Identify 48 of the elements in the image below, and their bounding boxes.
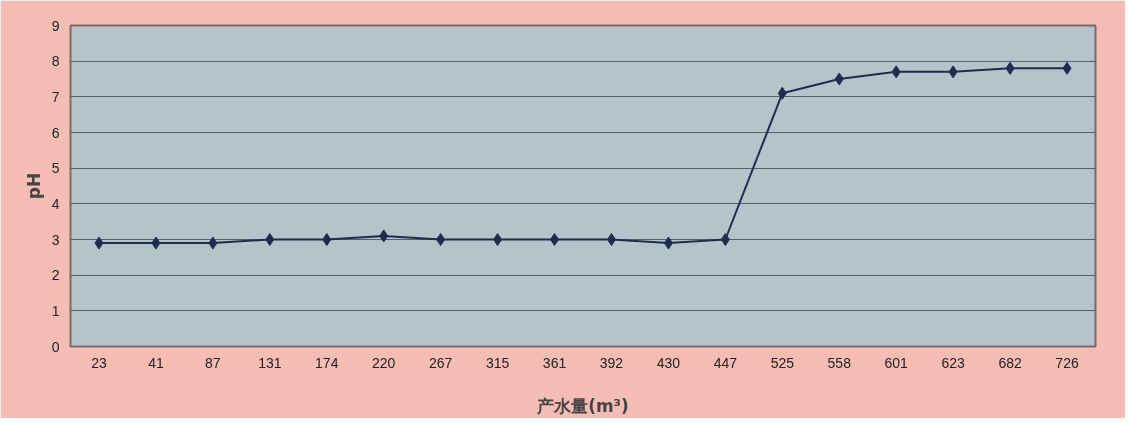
x-tick-label: 23 — [91, 354, 107, 371]
x-tick-label: 447 — [713, 354, 738, 371]
y-tick-label: 3 — [51, 231, 60, 248]
y-tick-label: 6 — [51, 124, 60, 141]
y-tick-label: 1 — [51, 302, 60, 319]
x-tick-label: 267 — [428, 354, 453, 371]
point — [151, 236, 161, 250]
point — [493, 233, 503, 246]
point — [948, 65, 958, 79]
x-tick-label: 601 — [884, 354, 909, 371]
x-tick-label: 87 — [205, 354, 221, 371]
x-tick-label: 41 — [148, 354, 164, 371]
x-tick-label: 623 — [941, 354, 966, 371]
point — [550, 233, 560, 246]
point — [891, 65, 901, 79]
x-tick-label: 558 — [827, 354, 852, 371]
point — [322, 233, 332, 246]
point — [663, 236, 673, 250]
point — [720, 233, 730, 246]
x-tick-label: 726 — [1055, 354, 1079, 371]
x-tick-label: 525 — [770, 354, 795, 371]
x-tick-label: 131 — [258, 354, 282, 371]
x-axis-title: 产水量(m³) — [536, 395, 629, 416]
x-tick-label: 392 — [599, 354, 624, 371]
x-tick-label: 361 — [542, 354, 567, 371]
point — [606, 233, 616, 246]
y-tick-label: 7 — [51, 88, 60, 105]
y-tick-label: 0 — [51, 338, 60, 355]
point — [265, 233, 275, 246]
y-axis-title: pH — [23, 172, 44, 200]
point — [1005, 61, 1015, 75]
y-tick-label: 4 — [51, 195, 60, 212]
point — [1062, 61, 1072, 75]
x-tick-label: 174 — [315, 354, 339, 371]
x-tick-label: 220 — [372, 354, 396, 371]
x-tick-label: 430 — [656, 354, 681, 371]
y-tick-label: 8 — [51, 53, 60, 70]
y-tick-label: 2 — [51, 267, 60, 284]
point — [94, 236, 104, 250]
point — [208, 236, 218, 250]
y-tick-label: 9 — [51, 17, 60, 34]
x-tick-label: 682 — [998, 354, 1022, 371]
y-tick-label: 5 — [51, 160, 60, 177]
x-tick-label: 315 — [485, 354, 510, 371]
point — [379, 229, 389, 243]
point — [777, 86, 787, 100]
point — [436, 233, 446, 246]
point — [834, 72, 844, 86]
